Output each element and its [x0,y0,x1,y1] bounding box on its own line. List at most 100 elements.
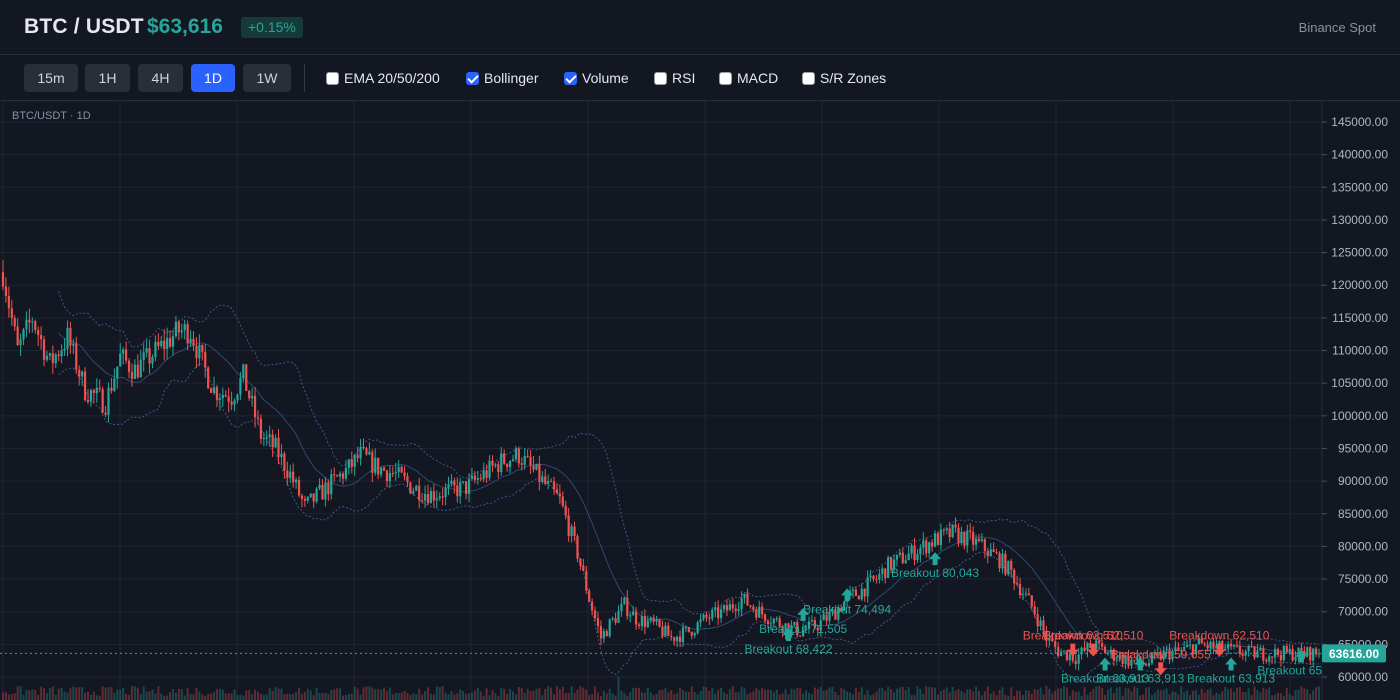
volume-bar [547,686,550,700]
volume-bar [1104,694,1107,700]
volume-bar [699,690,702,700]
breakdown-arrow-icon [1213,643,1226,657]
candle-body [476,478,479,480]
candle-body [998,553,1001,569]
volume-bar [1171,691,1174,700]
candle-body [497,464,500,473]
candle-body [1317,653,1321,655]
candle-body [1300,647,1303,651]
signal-label: Breakdown 62,510 [1169,629,1269,643]
volume-bar [1074,691,1077,700]
indicator-volume-toggle[interactable]: Volume [564,64,629,92]
volume-bar [1189,694,1192,700]
volume-bar [309,690,312,700]
toolbar-divider [304,64,305,92]
volume-bar [1030,693,1033,700]
indicator-ema-toggle[interactable]: EMA 20/50/200 [326,64,440,92]
volume-bar [752,691,755,700]
candle-body [1256,650,1259,658]
volume-bar [271,690,274,700]
timeframe-1d-button[interactable]: 1D [191,64,235,92]
candle-body [421,500,424,502]
candle-body [1247,646,1250,652]
candle-body [570,526,573,537]
candle-body [341,473,345,479]
price-chart[interactable]: Breakout 68,422 Breakout 71,505 Breakout 7… [0,101,1400,700]
candle-body [78,369,81,377]
volume-bar [248,690,251,700]
volume-bar [277,688,280,700]
price-axis[interactable]: 145000.00 140000.00 135000.00 130000.00 1250… [0,101,1400,700]
volume-bar [66,692,69,700]
volume-bar [409,695,412,700]
candle-body [916,554,919,560]
volume-bar [1285,687,1288,700]
candle-body [763,614,767,621]
candle-body [347,459,350,468]
volume-bar [25,689,28,700]
volume-bar [696,694,699,700]
indicator-rsi-toggle[interactable]: RSI [654,64,695,92]
bollinger-upper-band [58,291,1320,650]
candle-body [1150,653,1154,664]
candle-body [681,627,685,643]
timeframe-1h-button[interactable]: 1H [85,64,130,92]
candle-body [1153,653,1156,655]
volume-bar [1227,689,1230,700]
volume-bar [731,686,734,700]
candle-body [869,575,872,578]
breakout-arrow-icon [1099,657,1112,671]
indicator-macd-toggle[interactable]: MACD [719,64,778,92]
candle-body [564,505,567,516]
volume-bar [333,689,336,700]
candle-body [892,559,896,570]
macd-checkbox[interactable] [719,71,732,85]
rsi-checkbox[interactable] [654,71,667,85]
candle-body [1218,641,1221,646]
volume-bar [371,687,374,700]
timeframe-15m-button[interactable]: 15m [24,64,78,92]
volume-bar [1101,687,1104,700]
candle-body [75,343,78,370]
candle-body [931,542,934,547]
candle-body [195,346,198,359]
volume-bar [922,693,925,700]
volume-bar [1083,687,1086,700]
volume-bar [92,691,95,700]
candle-body [300,495,304,499]
signal-label: Breakout 68,422 [744,642,832,656]
candle-body [722,605,726,610]
volume-bar [878,688,881,700]
timeframe-1w-button[interactable]: 1W [243,64,291,92]
candle-body [664,625,667,637]
candle-body [157,341,160,347]
candle-body [535,464,538,470]
candle-body [711,610,714,619]
sr-zones-checkbox[interactable] [802,71,815,85]
volume-bar [1203,692,1206,700]
volume-bar [1063,686,1066,700]
price-tick-label: 145000.00 [1331,115,1388,129]
indicator-sr-zones-toggle[interactable]: S/R Zones [802,64,886,92]
candle-body [945,528,948,531]
ema-checkbox[interactable] [326,71,339,85]
candle-body [406,476,409,483]
volume-bar [488,695,491,700]
volume-bar [438,687,441,700]
macd-label: MACD [737,70,779,86]
candle-body [1024,593,1028,595]
volume-bar [1194,689,1197,700]
candle-body [1235,645,1239,647]
volume-checkbox[interactable] [564,71,577,85]
timeframe-4h-button[interactable]: 4H [138,64,183,92]
candle-body [412,490,415,494]
volume-bar [180,688,183,700]
indicator-bollinger-toggle[interactable]: Bollinger [466,64,538,92]
candle-body [57,354,60,357]
candle-body [608,619,611,637]
candle-body [160,340,163,347]
candle-body [391,473,394,475]
candle-body [1294,657,1297,661]
candle-body [1033,606,1036,615]
bollinger-checkbox[interactable] [466,71,479,85]
